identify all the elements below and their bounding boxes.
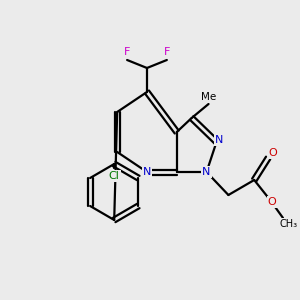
- Text: N: N: [143, 167, 151, 177]
- Text: N: N: [215, 135, 223, 145]
- Text: CH₃: CH₃: [280, 219, 298, 229]
- Text: F: F: [124, 47, 130, 57]
- Text: F: F: [164, 47, 170, 57]
- Text: N: N: [202, 167, 211, 177]
- Text: O: O: [268, 197, 277, 207]
- Text: Cl: Cl: [109, 171, 120, 181]
- Text: O: O: [269, 148, 278, 158]
- Text: Me: Me: [201, 92, 216, 102]
